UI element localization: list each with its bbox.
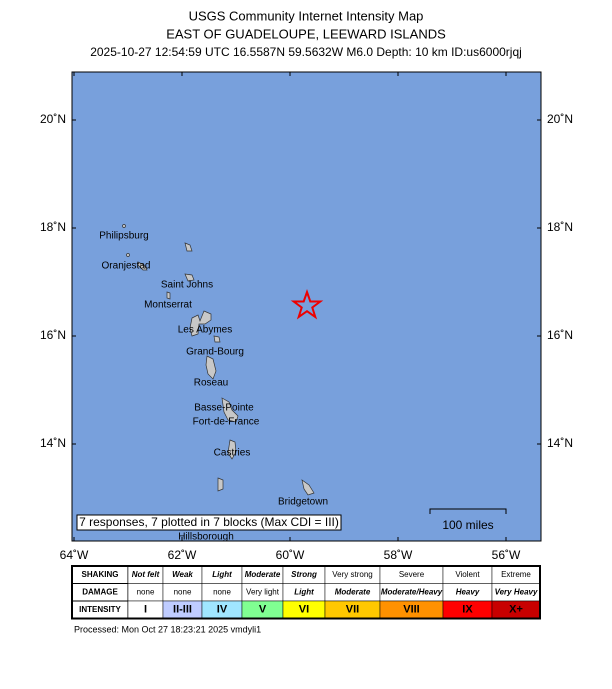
lat-label: 20˚N [40,112,66,126]
lon-label: 60˚W [276,548,305,562]
place-label: Les Abymes [178,325,232,336]
legend-text: I [144,604,147,616]
lon-label: 56˚W [492,548,521,562]
place-label: Grand-Bourg [186,347,244,358]
epicenter [290,288,324,320]
legend-row-label: INTENSITY [79,605,121,614]
title: USGS Community Internet Intensity Map [189,8,424,23]
legend-text: none [213,587,231,596]
legend-frame [71,565,541,620]
place-label: Castries [214,448,251,459]
legend-text: Violent [455,570,480,579]
place-label: Basse-Pointe [194,403,254,414]
place-label: Montserrat [144,300,192,311]
scale-bar [429,508,507,514]
place-label: Fort-de-France [193,417,260,428]
place-label: Hillsborough [178,532,234,543]
place-label: Bridgetown [278,497,328,508]
map-frame [71,71,542,542]
legend-text: Heavy [456,587,480,596]
legend-text: II-III [173,604,192,616]
legend-text: Very light [246,587,280,596]
legend-text: VI [299,604,309,616]
lat-label: 18˚N [547,220,573,234]
place-label: Roseau [194,378,228,389]
islands [122,224,315,496]
legend-text: Extreme [501,570,531,579]
legend-text: Light [212,570,232,579]
legend-text: Not felt [132,570,160,579]
footer: Processed: Mon Oct 27 18:23:21 2025 vmdy… [74,624,261,634]
legend-text: IV [217,604,228,616]
lat-label: 14˚N [547,436,573,450]
event-info: 2025-10-27 12:54:59 UTC 16.5587N 59.5632… [90,45,522,59]
responses-box [76,514,342,531]
legend-text: none [174,587,192,596]
lat-label: 18˚N [40,220,66,234]
lon-label: 58˚W [384,548,413,562]
legend-text: Light [294,587,314,596]
axis-ticks: 20˚N 20˚N 18˚N 18˚N 16˚N 16˚N 14˚N 14˚N 64˚W 62˚W… [40,72,573,562]
legend-text: VIII [403,604,420,616]
lat-label: 14˚N [40,436,66,450]
place-label: Philipsburg [99,231,148,242]
place-label: Saint Johns [161,280,213,291]
region: EAST OF GUADELOUPE, LEEWARD ISLANDS [166,26,446,41]
legend-text: Strong [291,570,317,579]
legend-row-label: DAMAGE [82,587,118,596]
legend-text: Severe [399,570,425,579]
lon-label: 62˚W [168,548,197,562]
legend-text: X+ [509,604,523,616]
responses: 7 responses, 7 plotted in 7 blocks (Max … [79,515,339,529]
legend-text: Moderate [245,570,281,579]
legend: SHAKING Not felt Weak Light Moderate Strong Ve… [71,565,541,620]
legend-text: Weak [172,570,193,579]
lat-label: 16˚N [40,328,66,342]
legend-text: Very strong [332,570,372,579]
legend-text: VII [346,604,359,616]
lon-label: 64˚W [60,548,89,562]
lat-label: 16˚N [547,328,573,342]
legend-row-label: SHAKING [82,570,119,579]
legend-text: none [137,587,155,596]
legend-text: Moderate/Heavy [381,587,443,596]
legend-text: Moderate [335,587,371,596]
scale-label: 100 miles [442,518,493,532]
legend-text: Very Heavy [495,587,538,596]
legend-text: IX [462,604,473,616]
lat-label: 20˚N [547,112,573,126]
legend-text: V [259,604,267,616]
place-label: Oranjestad [102,261,151,272]
